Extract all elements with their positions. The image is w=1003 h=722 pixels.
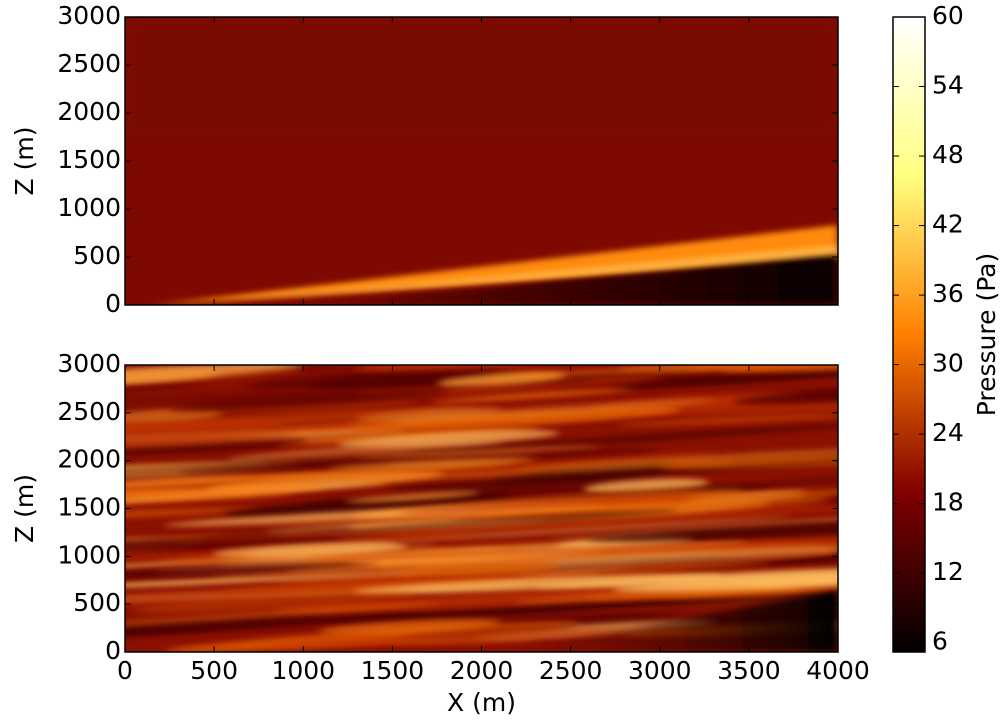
- texture: [179, 448, 662, 474]
- x-tick-label: 500: [190, 656, 238, 685]
- texture: [612, 572, 838, 593]
- texture: [125, 563, 379, 582]
- texture: [337, 430, 559, 448]
- texture: [712, 329, 885, 348]
- texture: [125, 507, 260, 523]
- texture: [242, 367, 500, 389]
- x-tick-label: 2000: [450, 656, 514, 685]
- texture: [585, 586, 838, 600]
- y-tick-label: 3000: [57, 1, 121, 30]
- y-axis-label: Z (m): [10, 474, 39, 543]
- texture: [125, 433, 300, 451]
- colorbar-tick-label: 12: [932, 557, 964, 586]
- texture: [346, 459, 737, 482]
- texture: [125, 602, 440, 631]
- texture: [431, 388, 635, 403]
- x-tick-label: 1500: [361, 656, 425, 685]
- field-top: [125, 17, 838, 305]
- texture: [336, 531, 478, 541]
- x-tick-label: 3000: [628, 656, 692, 685]
- texture: [347, 516, 793, 544]
- colorbar: [892, 16, 926, 653]
- texture: [733, 385, 838, 405]
- y-tick-label: 0: [105, 289, 121, 318]
- texture: [446, 333, 963, 358]
- x-tick-label: 2500: [539, 656, 603, 685]
- texture: [269, 628, 628, 648]
- texture: [396, 562, 560, 577]
- texture: [125, 389, 361, 418]
- texture: [356, 407, 503, 422]
- colorbar-tick-label: 60: [932, 1, 964, 30]
- texture: [256, 349, 535, 367]
- texture: [125, 420, 400, 441]
- texture: [586, 517, 838, 542]
- texture: [437, 371, 567, 387]
- texture: [125, 485, 325, 503]
- y-tick-label: 2500: [57, 49, 121, 78]
- texture: [284, 550, 603, 573]
- y-tick-label: 2000: [57, 97, 121, 126]
- texture: [171, 520, 628, 542]
- texture: [318, 619, 502, 634]
- texture: [616, 414, 838, 426]
- texture: [244, 542, 397, 557]
- texture: [168, 390, 450, 412]
- texture: [407, 423, 838, 454]
- texture: [356, 445, 603, 459]
- x-tick-label: 4000: [806, 656, 870, 685]
- texture: [125, 588, 291, 614]
- texture: [249, 511, 623, 526]
- texture: [475, 494, 838, 515]
- texture: [352, 573, 724, 594]
- texture: [323, 592, 822, 623]
- y-tick-label: 2500: [57, 397, 121, 426]
- colorbar-tick-label: 48: [932, 140, 964, 169]
- colorbar-tick-label: 36: [932, 279, 964, 308]
- texture: [125, 493, 295, 510]
- y-tick-label: 0: [105, 636, 121, 665]
- texture: [302, 542, 756, 561]
- texture: [347, 407, 682, 431]
- texture: [125, 384, 203, 393]
- x-tick-label: 3500: [717, 656, 781, 685]
- texture: [459, 453, 719, 466]
- y-tick-label: 500: [73, 241, 121, 270]
- colorbar-tick-label: 24: [932, 418, 964, 447]
- texture: [326, 458, 532, 470]
- texture: [658, 453, 838, 469]
- colorbar-tick-label: 18: [932, 488, 964, 517]
- texture: [345, 491, 481, 503]
- y-tick-label: 1000: [57, 540, 121, 569]
- y-tick-label: 3000: [57, 349, 121, 378]
- y-tick-label: 2000: [57, 445, 121, 474]
- texture: [222, 493, 509, 517]
- texture: [125, 366, 305, 389]
- y-axis-label: Z (m): [10, 127, 39, 196]
- texture: [125, 552, 200, 563]
- y-tick-label: 1500: [57, 145, 121, 174]
- y-tick-label: 500: [73, 588, 121, 617]
- texture: [125, 438, 308, 455]
- x-axis-label: X (m): [447, 688, 516, 717]
- colorbar-tick-label: 42: [932, 210, 964, 239]
- texture: [133, 590, 418, 613]
- texture: [634, 399, 838, 416]
- x-tick-label: 1000: [271, 656, 335, 685]
- texture: [125, 420, 290, 439]
- colorbar-tick-label: 30: [932, 349, 964, 378]
- y-tick-label: 1000: [57, 193, 121, 222]
- texture: [125, 617, 344, 644]
- texture: [125, 461, 515, 492]
- y-tick-label: 1500: [57, 493, 121, 522]
- colorbar-tick-label: 6: [932, 627, 948, 656]
- texture: [398, 491, 704, 515]
- texture: [389, 474, 664, 491]
- x-tick-label: 0: [117, 656, 133, 685]
- colorbar-label: Pressure (Pa): [972, 253, 1001, 416]
- field-bottom: [125, 329, 963, 652]
- texture: [508, 329, 921, 355]
- colorbar-tick-label: 54: [932, 71, 964, 100]
